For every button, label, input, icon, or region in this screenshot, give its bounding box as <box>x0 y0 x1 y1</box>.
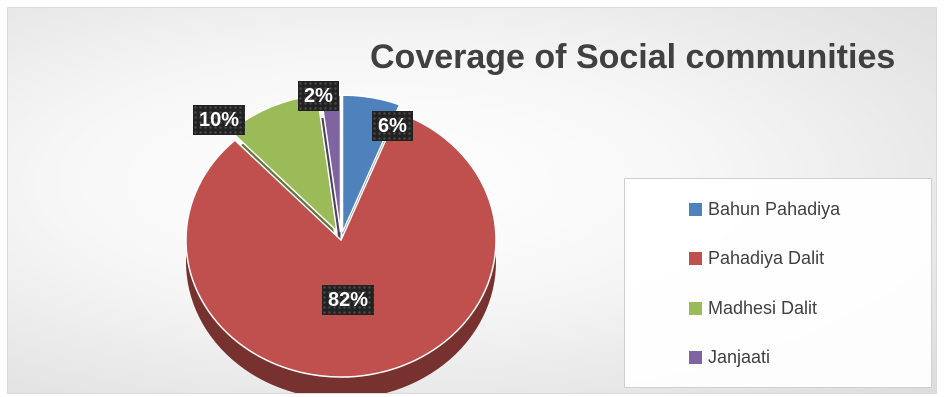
legend-swatch-janjaati <box>689 350 702 364</box>
data-label-janjaati: 2% <box>298 81 339 111</box>
legend-swatch-pahadiya-dalit <box>689 251 702 265</box>
legend-label: Madhesi Dalit <box>708 297 818 318</box>
legend-item-janjaati: Janjaati <box>689 344 770 370</box>
legend-item-pahadiya-dalit: Pahadiya Dalit <box>689 245 824 271</box>
chart-area: Coverage of Social communities 6% 82% 10… <box>7 7 937 394</box>
legend-item-madhesi-dalit: Madhesi Dalit <box>689 295 817 321</box>
chart-title: Coverage of Social communities <box>370 38 896 76</box>
data-label-madhesi-dalit: 10% <box>193 105 246 135</box>
legend: Bahun Pahadiya Pahadiya Dalit Madhesi Da… <box>624 178 932 388</box>
pie-chart <box>185 94 497 393</box>
pie-slice-pahadiya-dalit <box>185 111 497 378</box>
legend-label: Bahun Pahadiya <box>708 198 841 219</box>
data-label-pahadiya-dalit: 82% <box>322 285 375 315</box>
legend-swatch-madhesi-dalit <box>689 301 702 315</box>
legend-item-bahun-pahadiya: Bahun Pahadiya <box>689 196 840 222</box>
legend-label: Janjaati <box>708 346 771 367</box>
legend-swatch-bahun-pahadiya <box>689 202 702 216</box>
data-label-bahun-pahadiya: 6% <box>372 111 413 141</box>
legend-label: Pahadiya Dalit <box>708 247 825 268</box>
pie-slices <box>185 94 497 378</box>
